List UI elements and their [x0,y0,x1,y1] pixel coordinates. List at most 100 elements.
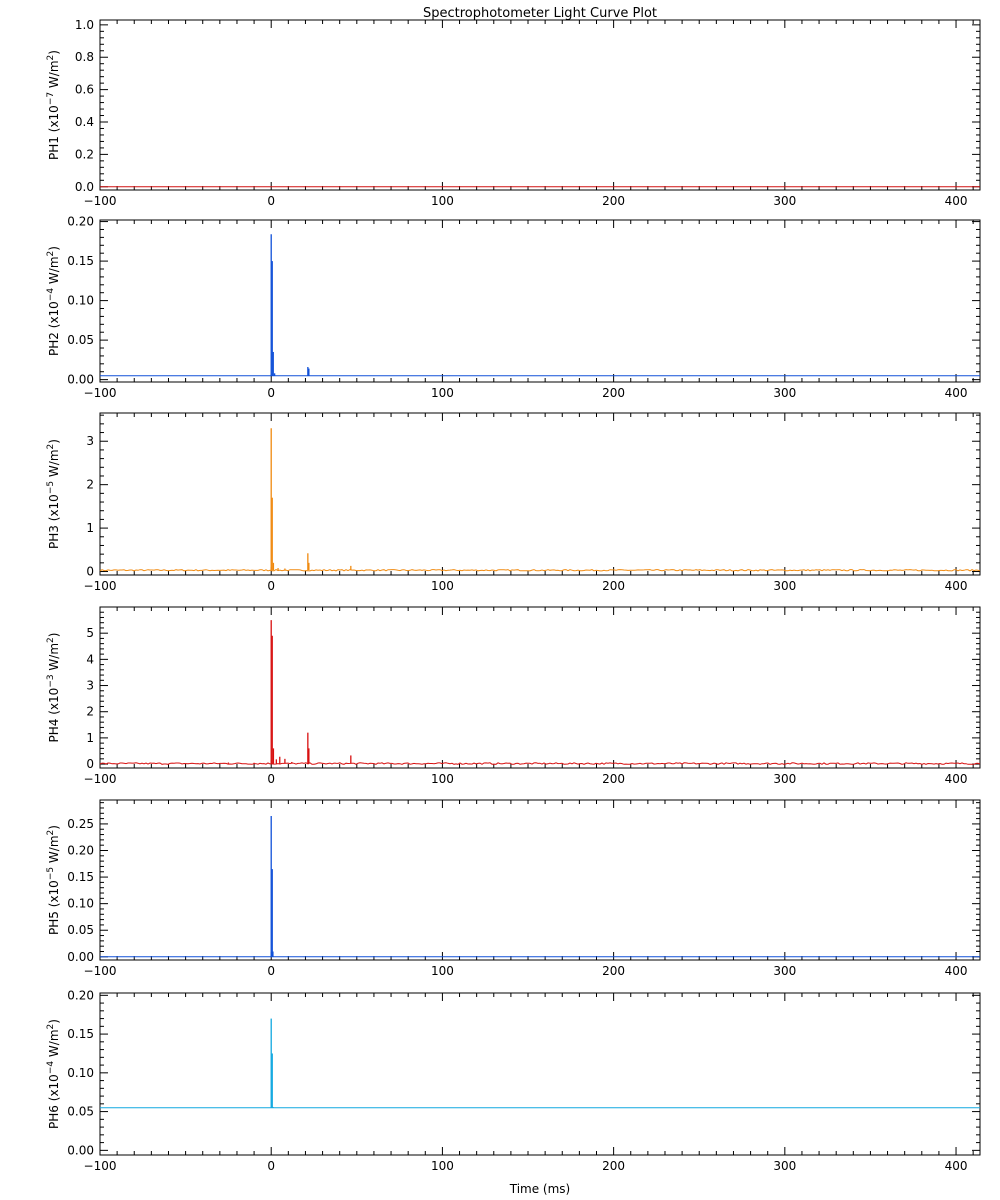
y-tick-label: 0.10 [67,897,94,911]
y-axis-label-part: PH3 [47,521,61,549]
x-tick-label: −100 [84,194,117,208]
y-tick-label: 0.4 [75,115,94,129]
y-axis-label-part: (x10 [47,105,61,132]
x-tick-label: 0 [267,964,275,978]
y-tick-label: 1 [86,731,94,745]
y-axis-label-part: W/m [47,449,61,480]
y-axis-label: PH5 (x10−5 W/m2) [46,825,61,935]
x-tick-label: 300 [773,386,796,400]
x-tick-label: 100 [431,964,454,978]
x-tick-label: 300 [773,964,796,978]
x-tick-label: 0 [267,772,275,786]
x-tick-label: 400 [945,386,968,400]
y-axis-label: PH6 (x10−4 W/m2) [46,1019,61,1129]
y-axis-label: PH2 (x10−4 W/m2) [46,246,61,356]
y-tick-label: 0.8 [75,50,94,64]
x-tick-label: 200 [602,772,625,786]
series-line-ph4 [99,762,981,765]
y-axis-label-part: W/m [47,835,61,866]
y-tick-label: 0.00 [67,950,94,964]
y-axis-label-part: W/m [47,256,61,287]
y-axis-label-part: PH6 [47,1101,61,1129]
x-tick-label: 300 [773,194,796,208]
x-tick-label: 0 [267,386,275,400]
y-axis-label-part: 2 [46,444,56,450]
x-tick-label: −100 [84,772,117,786]
y-tick-label: 0.10 [67,294,94,308]
y-tick-label: 0.00 [67,1143,94,1157]
y-axis-label: PH4 (x10−3 W/m2) [46,633,61,743]
y-axis-label: PH1 (x10−7 W/m2) [46,50,61,160]
plot-frame [99,412,981,576]
x-tick-label: 400 [945,964,968,978]
y-tick-label: 0 [86,757,94,771]
y-tick-label: 3 [86,434,94,448]
y-axis-label-part: (x10 [47,494,61,521]
y-axis-label: PH3 (x10−5 W/m2) [46,439,61,549]
x-tick-label: 400 [945,772,968,786]
y-axis-label-part: −4 [46,1061,56,1075]
plot-frame [99,799,981,961]
x-tick-label: 200 [602,1159,625,1173]
y-tick-label: 0.2 [75,147,94,161]
panel-ph6: −100 0 100 200 300 400 0.00 0.05 0.10 0.15 0.20 PH6… [46,988,981,1173]
y-axis-label-part: 2 [46,55,56,61]
y-axis-label-part: ) [47,50,61,55]
y-tick-label: 0.15 [67,254,94,268]
panel-ph5: −100 0 100 200 300 400 0.00 0.05 0.10 0.15 0.20 0.2… [46,799,981,978]
y-axis-label-part: (x10 [47,301,61,328]
x-tick-label: 200 [602,386,625,400]
x-tick-label: 200 [602,579,625,593]
y-tick-label: 0.15 [67,1027,94,1041]
x-tick-label: 400 [945,579,968,593]
x-tick-label: −100 [84,1159,117,1173]
y-axis-label-part: (x10 [47,688,61,715]
y-tick-label: 3 [86,679,94,693]
x-tick-label: 300 [773,579,796,593]
y-axis-label-part: 2 [46,1024,56,1030]
x-tick-label: −100 [84,964,117,978]
y-axis-label-part: −7 [46,92,56,105]
y-axis-label-part: W/m [47,1029,61,1060]
y-axis-label-part: ) [47,439,61,444]
y-axis-label-part: −5 [46,867,56,880]
y-tick-label: 1 [86,521,94,535]
y-axis-label-part: PH4 [47,715,61,743]
y-tick-label: 0.05 [67,1105,94,1119]
y-axis-label-part: −3 [46,674,56,687]
x-axis-label: Time (ms) [509,1182,571,1196]
plot-frame [99,219,981,383]
y-tick-label: 0.6 [75,83,94,97]
x-tick-label: 100 [431,772,454,786]
y-axis-label-part: ) [47,246,61,251]
chart-title: Spectrophotometer Light Curve Plot [423,6,657,21]
x-tick-label: −100 [84,386,117,400]
y-tick-label: 0.00 [67,373,94,387]
y-axis-label-part: 2 [46,830,56,836]
y-tick-label: 0.10 [67,1066,94,1080]
y-tick-label: 0 [86,565,94,579]
y-tick-label: 5 [86,626,94,640]
panel-ph1: −100 0 100 200 300 400 0.0 0.2 0.4 0.6 0.8 1.0 PH1 (… [46,18,981,208]
y-tick-label: 1.0 [75,18,94,32]
y-axis-label-part: W/m [47,643,61,674]
y-axis-label-part: PH2 [47,328,61,356]
y-tick-label: 0.15 [67,870,94,884]
y-axis-label-part: −5 [46,481,56,494]
x-tick-label: 300 [773,1159,796,1173]
x-tick-label: 100 [431,1159,454,1173]
x-tick-label: 400 [945,194,968,208]
y-axis-label-part: ) [47,1019,61,1024]
y-tick-label: 0.20 [67,988,94,1002]
y-axis-label-part: (x10 [47,1074,61,1101]
x-tick-label: 200 [602,194,625,208]
y-tick-label: 0.0 [75,180,94,194]
x-tick-label: 100 [431,194,454,208]
x-tick-label: 0 [267,1159,275,1173]
plot-frame [99,606,981,769]
series-line-ph3 [99,569,981,572]
y-axis-label-part: −4 [46,288,56,302]
